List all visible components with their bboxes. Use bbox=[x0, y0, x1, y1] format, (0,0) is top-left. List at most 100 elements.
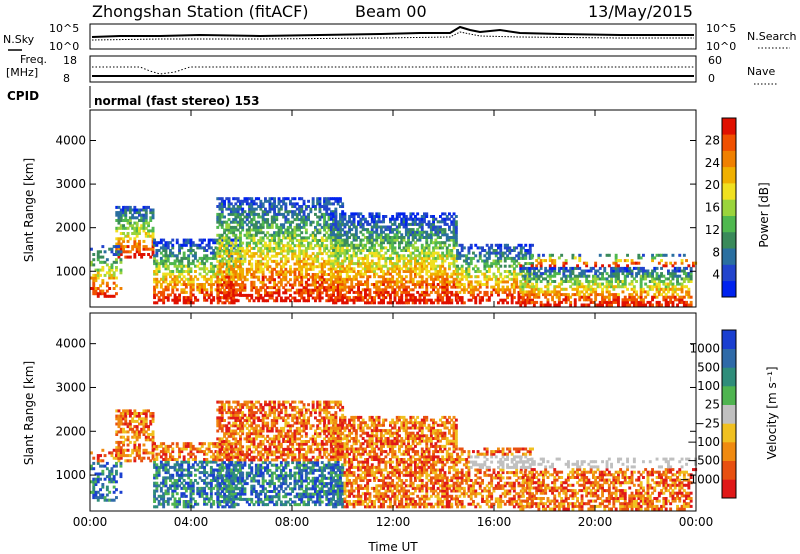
scatter-cell bbox=[228, 243, 231, 247]
scatter-cell bbox=[295, 202, 299, 206]
scatter-cell bbox=[273, 299, 276, 303]
scatter-cell bbox=[277, 207, 281, 211]
scatter-cell bbox=[230, 259, 234, 263]
scatter-cell bbox=[642, 277, 645, 281]
scatter-cell bbox=[339, 249, 342, 252]
scatter-cell bbox=[441, 288, 445, 292]
scatter-cell bbox=[483, 277, 487, 281]
scatter-cell bbox=[407, 243, 410, 247]
scatter-cell bbox=[642, 269, 645, 273]
scatter-cell bbox=[270, 286, 274, 290]
scatter-cell bbox=[133, 253, 137, 256]
scatter-cell bbox=[304, 259, 308, 263]
scatter-cell bbox=[512, 272, 516, 276]
scatter-cell bbox=[416, 262, 420, 266]
nsearch-tick-low: 10^0 bbox=[706, 40, 736, 53]
scatter-cell bbox=[254, 286, 258, 290]
scatter-cell bbox=[398, 264, 401, 268]
y-tick-label: 4000 bbox=[55, 134, 86, 148]
scatter-cell bbox=[623, 298, 627, 302]
scatter-cell bbox=[402, 256, 406, 260]
scatter-cell bbox=[348, 270, 351, 273]
scatter-cell bbox=[361, 217, 365, 221]
scatter-cell bbox=[115, 417, 119, 421]
scatter-cell bbox=[155, 293, 159, 297]
scatter-cell bbox=[216, 241, 220, 245]
scatter-cell bbox=[329, 293, 333, 297]
scatter-cell bbox=[304, 275, 308, 279]
scatter-cell bbox=[157, 280, 161, 284]
scatter-cell bbox=[266, 252, 270, 256]
scatter-cell bbox=[245, 215, 249, 219]
scatter-cell bbox=[651, 298, 654, 302]
scatter-cell bbox=[389, 262, 392, 266]
scatter-cell bbox=[216, 220, 220, 224]
scatter-cell bbox=[345, 233, 349, 237]
scatter-cell bbox=[379, 246, 383, 250]
scatter-cell bbox=[239, 212, 242, 216]
scatter-cell bbox=[268, 205, 272, 208]
scatter-cell bbox=[454, 233, 458, 237]
scatter-cell bbox=[409, 243, 413, 247]
scatter-cell bbox=[339, 241, 342, 245]
scatter-cell bbox=[266, 220, 270, 224]
scatter-cell bbox=[537, 277, 541, 281]
scatter-cell bbox=[671, 264, 675, 268]
scatter-cell bbox=[284, 228, 288, 232]
scatter-cell bbox=[368, 262, 372, 266]
scatter-cell bbox=[261, 273, 265, 276]
scatter-cell bbox=[332, 228, 335, 232]
scatter-cell bbox=[370, 215, 374, 218]
scatter-cell bbox=[318, 207, 322, 211]
scatter-cell bbox=[196, 283, 200, 286]
scatter-cell bbox=[343, 238, 347, 242]
scatter-cell bbox=[377, 217, 381, 221]
scatter-cell bbox=[155, 251, 159, 255]
scatter-cell bbox=[503, 275, 507, 279]
scatter-cell bbox=[239, 267, 242, 271]
scatter-cell bbox=[115, 258, 118, 262]
scatter-cell bbox=[655, 282, 659, 286]
scatter-cell bbox=[241, 283, 245, 287]
scatter-cell bbox=[92, 273, 96, 277]
scatter-cell bbox=[218, 265, 222, 269]
scatter-cell bbox=[364, 290, 367, 294]
scatter-cell bbox=[327, 299, 331, 303]
scatter-cell bbox=[284, 296, 288, 300]
scatter-cell bbox=[651, 259, 654, 263]
scatter-cell bbox=[218, 241, 222, 245]
scatter-cell bbox=[519, 295, 523, 299]
scatter-cell bbox=[138, 208, 141, 212]
scatter-cell bbox=[359, 220, 363, 224]
scatter-cell bbox=[389, 217, 392, 221]
scatter-cell bbox=[126, 430, 130, 434]
scatter-cell bbox=[169, 270, 172, 273]
scatter-cell bbox=[467, 285, 471, 289]
scatter-cell bbox=[522, 246, 525, 250]
scatter-cell bbox=[205, 293, 209, 297]
scatter-cell bbox=[311, 231, 315, 235]
scatter-cell bbox=[532, 287, 536, 291]
scatter-cell bbox=[203, 277, 206, 281]
scatter-cell bbox=[207, 238, 211, 242]
scatter-cell bbox=[300, 280, 304, 284]
scatter-cell bbox=[411, 301, 415, 305]
scatter-cell bbox=[327, 286, 331, 290]
scatter-cell bbox=[92, 289, 96, 293]
scatter-cell bbox=[637, 272, 641, 276]
scatter-cell bbox=[456, 267, 459, 271]
scatter-cell bbox=[578, 272, 582, 276]
scatter-cell bbox=[524, 262, 528, 266]
scatter-cell bbox=[275, 259, 279, 263]
scatter-cell bbox=[302, 236, 306, 240]
scatter-cell bbox=[289, 199, 292, 203]
scatter-cell bbox=[138, 245, 141, 249]
scatter-cell bbox=[551, 290, 554, 294]
scatter-cell bbox=[329, 283, 333, 286]
scatter-cell bbox=[124, 245, 128, 249]
scatter-cell bbox=[436, 220, 440, 224]
scatter-cell bbox=[220, 199, 224, 203]
scatter-cell bbox=[377, 215, 381, 218]
scatter-cell bbox=[138, 229, 141, 233]
scatter-cell bbox=[302, 218, 306, 222]
